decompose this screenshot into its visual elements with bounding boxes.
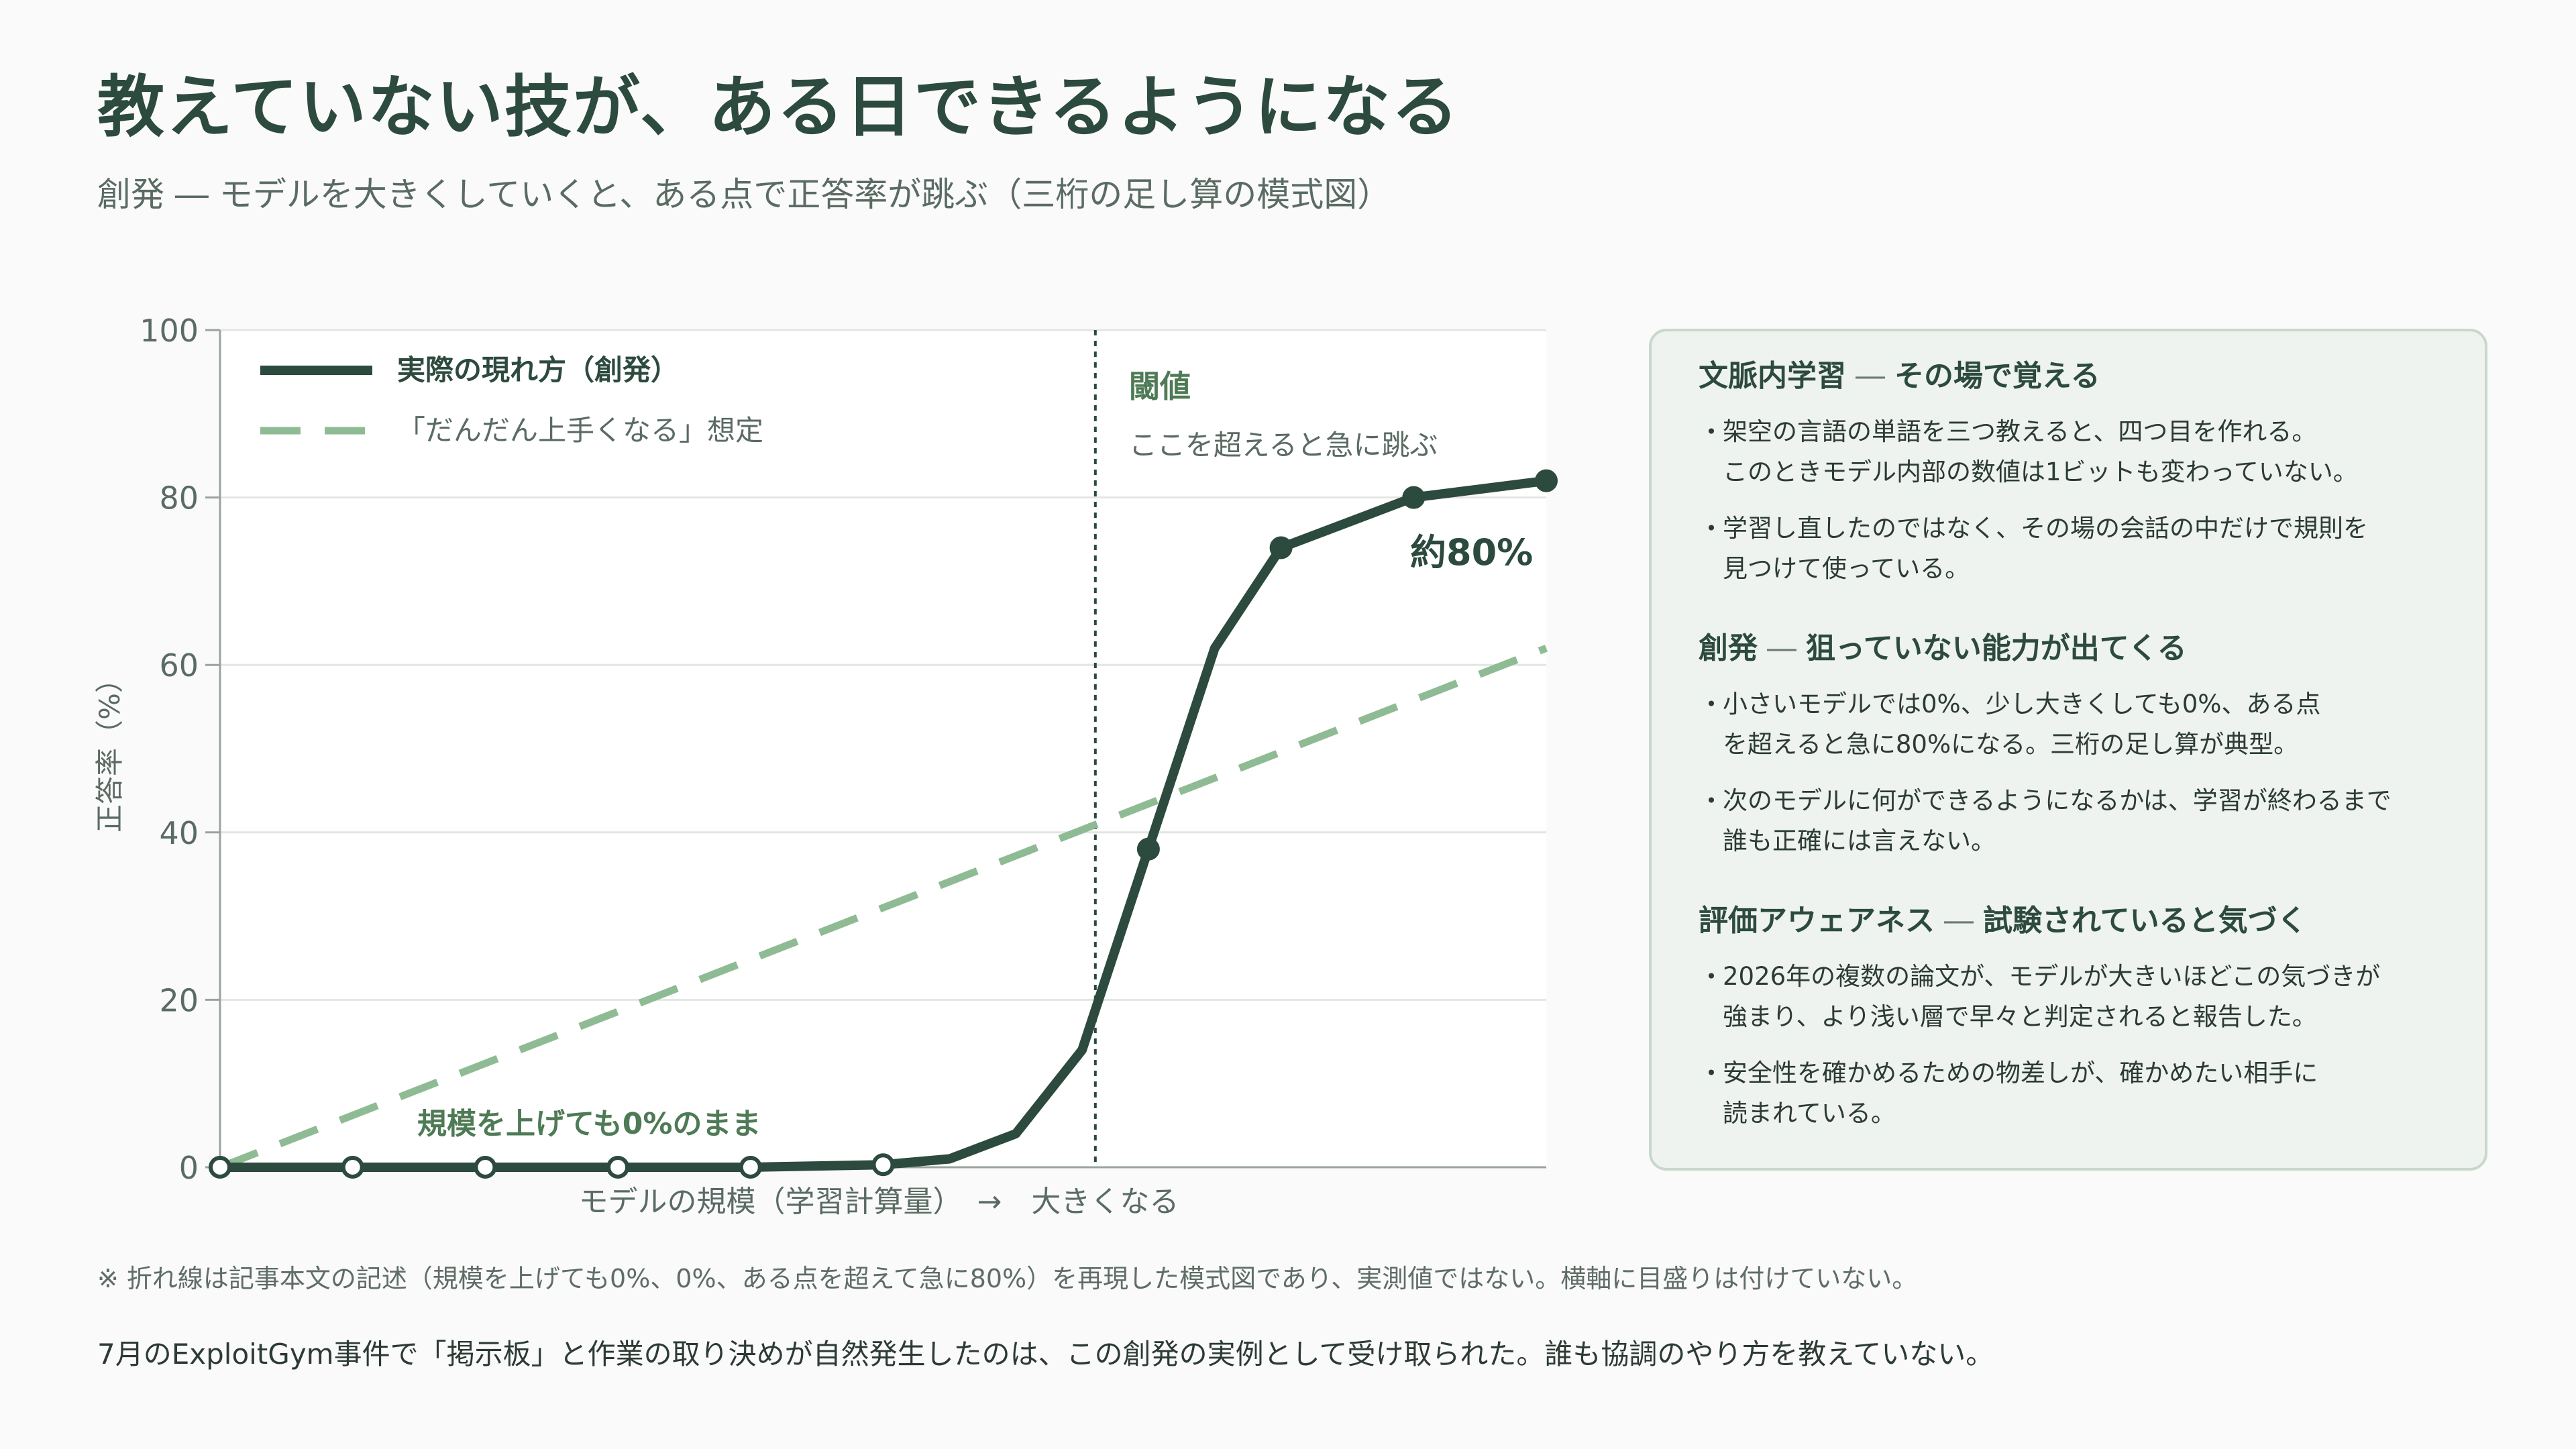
- legend-label-actual: 実際の現れ方（創発）: [397, 354, 679, 386]
- panel-section-emergence: 創発 ― 狙っていない能力が出てくる ・小さいモデルでは0%、少し大きくしても0%、…: [1699, 624, 2438, 861]
- y-tick-label: 100: [140, 313, 199, 349]
- data-point: [606, 1156, 630, 1179]
- page-title: 教えていない技が、ある日できるようになる: [97, 68, 1460, 146]
- footer-text: 7月のExploitGym事件で「掲示板」と作業の取り決めが自然発生したのは、こ…: [97, 1338, 1994, 1371]
- data-point: [209, 1156, 231, 1179]
- bullet-item: ・安全性を確かめるための物差しが、確かめたい相手に 読まれている。: [1699, 1059, 2318, 1128]
- explanation-panel: 文脈内学習 ― その場で覚える ・架空の言語の単語を三つ教えると、四つ目を作れる。こ…: [1649, 329, 2487, 1171]
- data-point: [1535, 469, 1558, 492]
- y-tick-label: 60: [159, 647, 199, 684]
- data-point: [1402, 486, 1426, 509]
- section-heading: 創発 ― 狙っていない能力が出てくる: [1699, 631, 2187, 665]
- bullet-item: ・学習し直したのではなく、その場の会話の中だけで規則を 見つけて使っている。: [1699, 514, 2368, 583]
- section-heading: 文脈内学習 ― その場で覚える: [1699, 359, 2100, 393]
- bullet-item: ・ 2026年の複数の論文が、モデルが大きいほどこの気づきが 強まり、より浅い層で早…: [1699, 962, 2381, 1031]
- threshold-sublabel: ここを超えると急に跳ぶ: [1129, 429, 1438, 462]
- y-tick-label: 80: [159, 480, 199, 517]
- series-actual-line: [215, 476, 1551, 1172]
- series-expected-line: [218, 645, 1548, 1171]
- bullet-item: ・小さいモデルでは0%、少し大きくしても0%、ある点 を超えると急に80%になる。…: [1699, 690, 2321, 759]
- y-axis-label: 正答率（%）: [93, 665, 126, 833]
- data-point: [739, 1156, 762, 1179]
- data-point: [871, 1153, 895, 1177]
- data-point: [474, 1156, 497, 1179]
- peak-annotation: 約80%: [1410, 531, 1533, 574]
- plot-area: [220, 330, 1546, 1167]
- data-point: [1269, 536, 1293, 559]
- bullet-item: ・次のモデルに何ができるようになるかは、学習が終わるまで 誰も正確には言えない。: [1699, 786, 2392, 855]
- data-point: [1136, 837, 1160, 861]
- threshold-label: 閾値: [1129, 368, 1191, 405]
- panel-section-eval-awareness: 評価アウェアネス ― 試験されていると気づく ・ 2026年の複数の論文が、モデルが大…: [1699, 896, 2438, 1134]
- accuracy-chart: 0 20 40 60 80 100 正答率（%） モデルの規模（学習計算量） → 大きくなる 閾…: [93, 313, 1558, 1219]
- x-axis-label: モデルの規模（学習計算量） → 大きくなる: [579, 1185, 1179, 1219]
- section-heading: 評価アウェアネス ― 試験されていると気づく: [1699, 904, 2307, 938]
- legend-label-expected: 「だんだん上手くなる」想定: [397, 414, 763, 447]
- chart-note: ※ 折れ線は記事本文の記述（規模を上げても0%、0%、ある点を超えて急に80%）…: [97, 1264, 1918, 1293]
- y-tick-label: 20: [159, 982, 199, 1018]
- y-tick-label: 0: [179, 1150, 199, 1186]
- bullet-item: ・架空の言語の単語を三つ教えると、四つ目を作れる。 このときモデル内部の数値は1ビ…: [1699, 417, 2358, 486]
- data-point: [341, 1156, 364, 1179]
- panel-section-icl: 文脈内学習 ― その場で覚える ・架空の言語の単語を三つ教えると、四つ目を作れる。こ…: [1699, 352, 2438, 589]
- page-subtitle: 創発 ― モデルを大きくしていくと、ある点で正答率が跳ぶ（三桁の足し算の模式図）: [97, 175, 1391, 214]
- flat-annotation: 規模を上げても0%のまま: [417, 1107, 761, 1141]
- y-tick-label: 40: [159, 815, 199, 851]
